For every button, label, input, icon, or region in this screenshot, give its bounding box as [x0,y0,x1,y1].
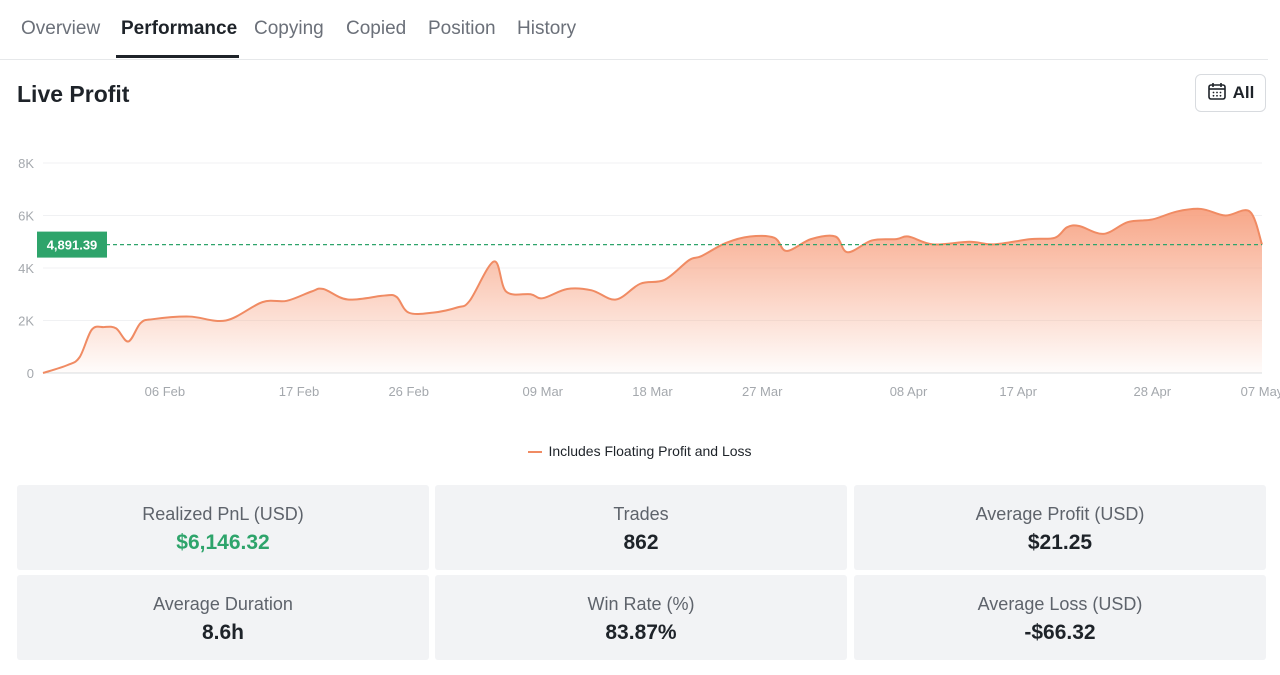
stat-value: 862 [623,531,659,554]
stat-label: Average Loss (USD) [977,594,1143,614]
stat-label: Average Profit (USD) [975,504,1145,524]
x-tick-label: 18 Mar [632,384,673,399]
tab-history[interactable]: History [517,18,577,39]
y-tick-label: 2K [18,314,34,329]
x-tick-label: 28 Apr [1133,384,1171,399]
active-tab-indicator [116,55,239,58]
tab-copying[interactable]: Copying [254,18,324,39]
tab-overview[interactable]: Overview [21,18,101,39]
stat-value: 8.6h [201,621,245,644]
tab-bar: Overview Performance Copying Copied Posi… [0,0,1268,60]
stat-average-duration: Average Duration 8.6h [17,575,429,660]
calendar-icon [1207,81,1227,106]
y-tick-label: 6K [18,209,34,224]
date-range-button[interactable]: All [1195,74,1266,112]
tab-position[interactable]: Position [428,18,496,39]
x-tick-label: 26 Feb [388,384,428,399]
stat-win-rate: Win Rate (%) 83.87% [435,575,847,660]
x-tick-label: 17 Apr [999,384,1037,399]
page-title: Live Profit [17,81,130,107]
tab-copied[interactable]: Copied [346,18,407,39]
current-value-label: 4,891.39 [47,238,98,253]
legend-label: Includes Floating Profit and Loss [548,443,752,459]
y-tick-label: 8K [18,156,34,171]
stat-trades: Trades 862 [435,485,847,570]
profit-chart: 0 2K 4K 6K 8K 06 Feb 17 Feb 26 Feb 09 Mar 18 Mar 2… [18,156,1280,399]
x-tick-label: 06 Feb [145,384,185,399]
stat-average-loss: Average Loss (USD) -$66.32 [854,575,1266,660]
x-tick-label: 07 May [1241,384,1280,399]
profit-line [42,207,1263,374]
stat-label: Average Duration [153,594,293,614]
current-value-badge [37,231,107,258]
date-range-label: All [1232,83,1255,102]
stat-average-profit: Average Profit (USD) $21.25 [854,485,1266,570]
stat-value: -$66.32 [1024,621,1096,644]
x-tick-label: 08 Apr [890,384,928,399]
stat-value: $21.25 [1027,531,1093,554]
chart-legend: Includes Floating Profit and Loss [0,443,1280,459]
profit-area [43,208,1262,373]
stat-value: $6,146.32 [176,531,270,554]
y-tick-label: 0 [27,366,34,381]
stat-label: Trades [613,504,669,524]
x-tick-label: 27 Mar [742,384,783,399]
stat-realized-pnl: Realized PnL (USD) $6,146.32 [17,485,429,570]
x-tick-label: 17 Feb [279,384,319,399]
stat-label: Realized PnL (USD) [142,504,304,524]
stat-label: Win Rate (%) [587,594,695,614]
tab-performance[interactable]: Performance [121,18,238,39]
y-tick-label: 4K [18,261,34,276]
legend-swatch [528,451,543,454]
x-tick-label: 09 Mar [523,384,564,399]
stat-value: 83.87% [605,621,677,644]
